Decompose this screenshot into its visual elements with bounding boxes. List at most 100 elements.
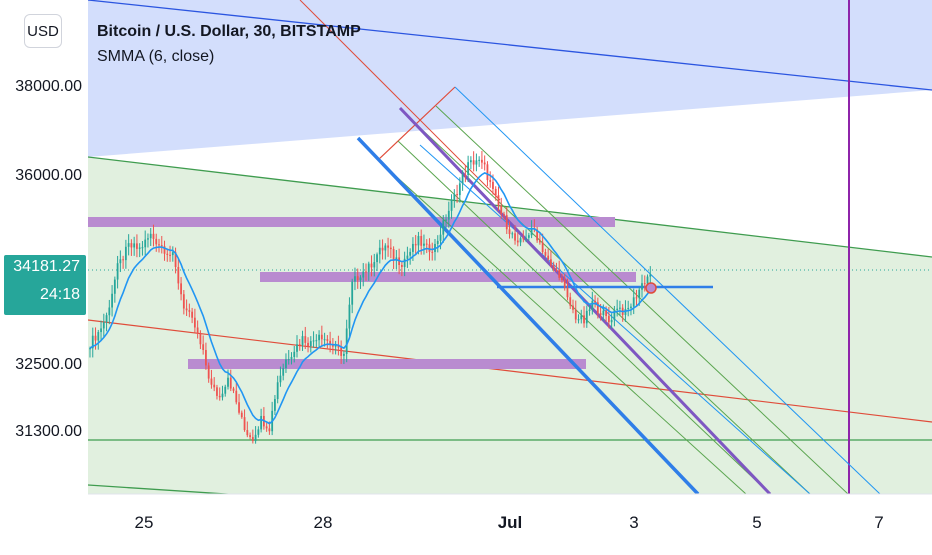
candle-body xyxy=(100,328,102,333)
candle-body xyxy=(119,259,122,264)
candle-body xyxy=(475,160,478,165)
currency-button[interactable]: USD xyxy=(24,14,62,48)
candle-body xyxy=(552,265,555,270)
candle-body xyxy=(365,271,367,273)
candle-body xyxy=(561,277,563,281)
candle-body xyxy=(458,183,461,196)
smma-line xyxy=(89,171,651,425)
pitchfork-line-1 xyxy=(377,159,747,494)
candle-body xyxy=(500,205,503,214)
candle-body xyxy=(461,174,464,184)
price-marker[interactable] xyxy=(645,282,657,294)
candle-body xyxy=(334,344,337,347)
candle-body xyxy=(417,235,420,246)
candle-body xyxy=(481,159,483,163)
candle-body xyxy=(624,309,627,315)
x-tick-label: Jul xyxy=(497,513,523,532)
candle-body xyxy=(511,233,514,235)
candle-body xyxy=(182,294,185,309)
y-tick-label: 31300.00 xyxy=(15,423,82,440)
candle-body xyxy=(381,247,384,251)
candle-body xyxy=(249,435,251,438)
candle-body xyxy=(279,375,282,383)
candle-body xyxy=(428,244,431,252)
candle-body xyxy=(293,351,296,357)
resistance-box-middle xyxy=(260,272,636,282)
candle-body xyxy=(409,251,412,256)
candle-body xyxy=(174,252,177,267)
symbol-title: Bitcoin / U.S. Dollar, 30, BITSTAMP xyxy=(97,23,361,40)
candle-body xyxy=(240,412,243,418)
candle-body xyxy=(298,344,301,346)
indicator-label[interactable]: SMMA (6, close) xyxy=(97,48,215,65)
candle-body xyxy=(163,246,166,254)
x-tick-label: 7 xyxy=(874,513,884,532)
candle-body xyxy=(309,341,312,347)
candle-body xyxy=(188,310,191,312)
candle-body xyxy=(599,313,602,316)
candle-body xyxy=(102,322,105,329)
candle-body xyxy=(282,368,285,376)
candle-body xyxy=(351,281,354,305)
candle-body xyxy=(445,219,447,221)
candle-body xyxy=(105,315,108,323)
candle-body xyxy=(478,159,481,161)
candle-body xyxy=(185,308,188,311)
candle-body xyxy=(646,276,649,284)
candle-body xyxy=(111,293,113,308)
candle-body xyxy=(149,233,152,239)
candle-body xyxy=(514,233,516,241)
candle-body xyxy=(450,199,453,211)
y-tick-label: 36000.00 xyxy=(15,167,82,184)
candle-body xyxy=(287,359,290,361)
candle-body xyxy=(467,162,470,175)
candle-body xyxy=(290,356,293,360)
candle-body xyxy=(94,335,97,341)
candle-body xyxy=(423,243,425,246)
candle-body xyxy=(315,340,318,342)
candle-body xyxy=(594,300,596,303)
candle-body xyxy=(580,315,583,320)
candle-body xyxy=(144,239,147,248)
candle-body xyxy=(232,388,235,391)
candle-body xyxy=(649,274,652,277)
candle-body xyxy=(406,255,409,259)
candle-body xyxy=(285,359,287,369)
candle-body xyxy=(376,254,378,263)
candle-body xyxy=(619,307,621,309)
resistance-box-upper xyxy=(88,217,615,227)
median-line-purple xyxy=(398,106,772,494)
candle-body xyxy=(456,194,458,196)
candle-body xyxy=(638,289,641,299)
candle-body xyxy=(400,265,403,267)
candle-body xyxy=(563,280,566,288)
candle-body xyxy=(169,254,171,256)
current-price: 34181.27 xyxy=(13,258,80,275)
candle-body xyxy=(508,229,511,235)
candle-body xyxy=(605,310,608,317)
candle-body xyxy=(389,247,392,250)
candle-body xyxy=(541,242,544,253)
candle-body xyxy=(301,336,304,345)
candle-body xyxy=(312,340,315,342)
candle-body xyxy=(343,353,345,356)
candle-body xyxy=(572,305,574,310)
candle-body xyxy=(436,240,439,244)
candle-body xyxy=(359,277,362,281)
candle-body xyxy=(439,234,442,241)
candle-body xyxy=(304,336,307,343)
candle-body xyxy=(180,283,182,295)
candle-body xyxy=(97,332,100,341)
candle-body xyxy=(591,300,594,310)
candle-body xyxy=(414,243,417,246)
candle-body xyxy=(635,297,638,299)
candle-body xyxy=(158,244,160,246)
candle-body xyxy=(296,344,298,352)
candle-body xyxy=(384,245,387,251)
candle-body xyxy=(431,251,434,253)
candle-body xyxy=(205,349,207,366)
candle-body xyxy=(613,309,616,320)
candle-body xyxy=(199,333,202,345)
